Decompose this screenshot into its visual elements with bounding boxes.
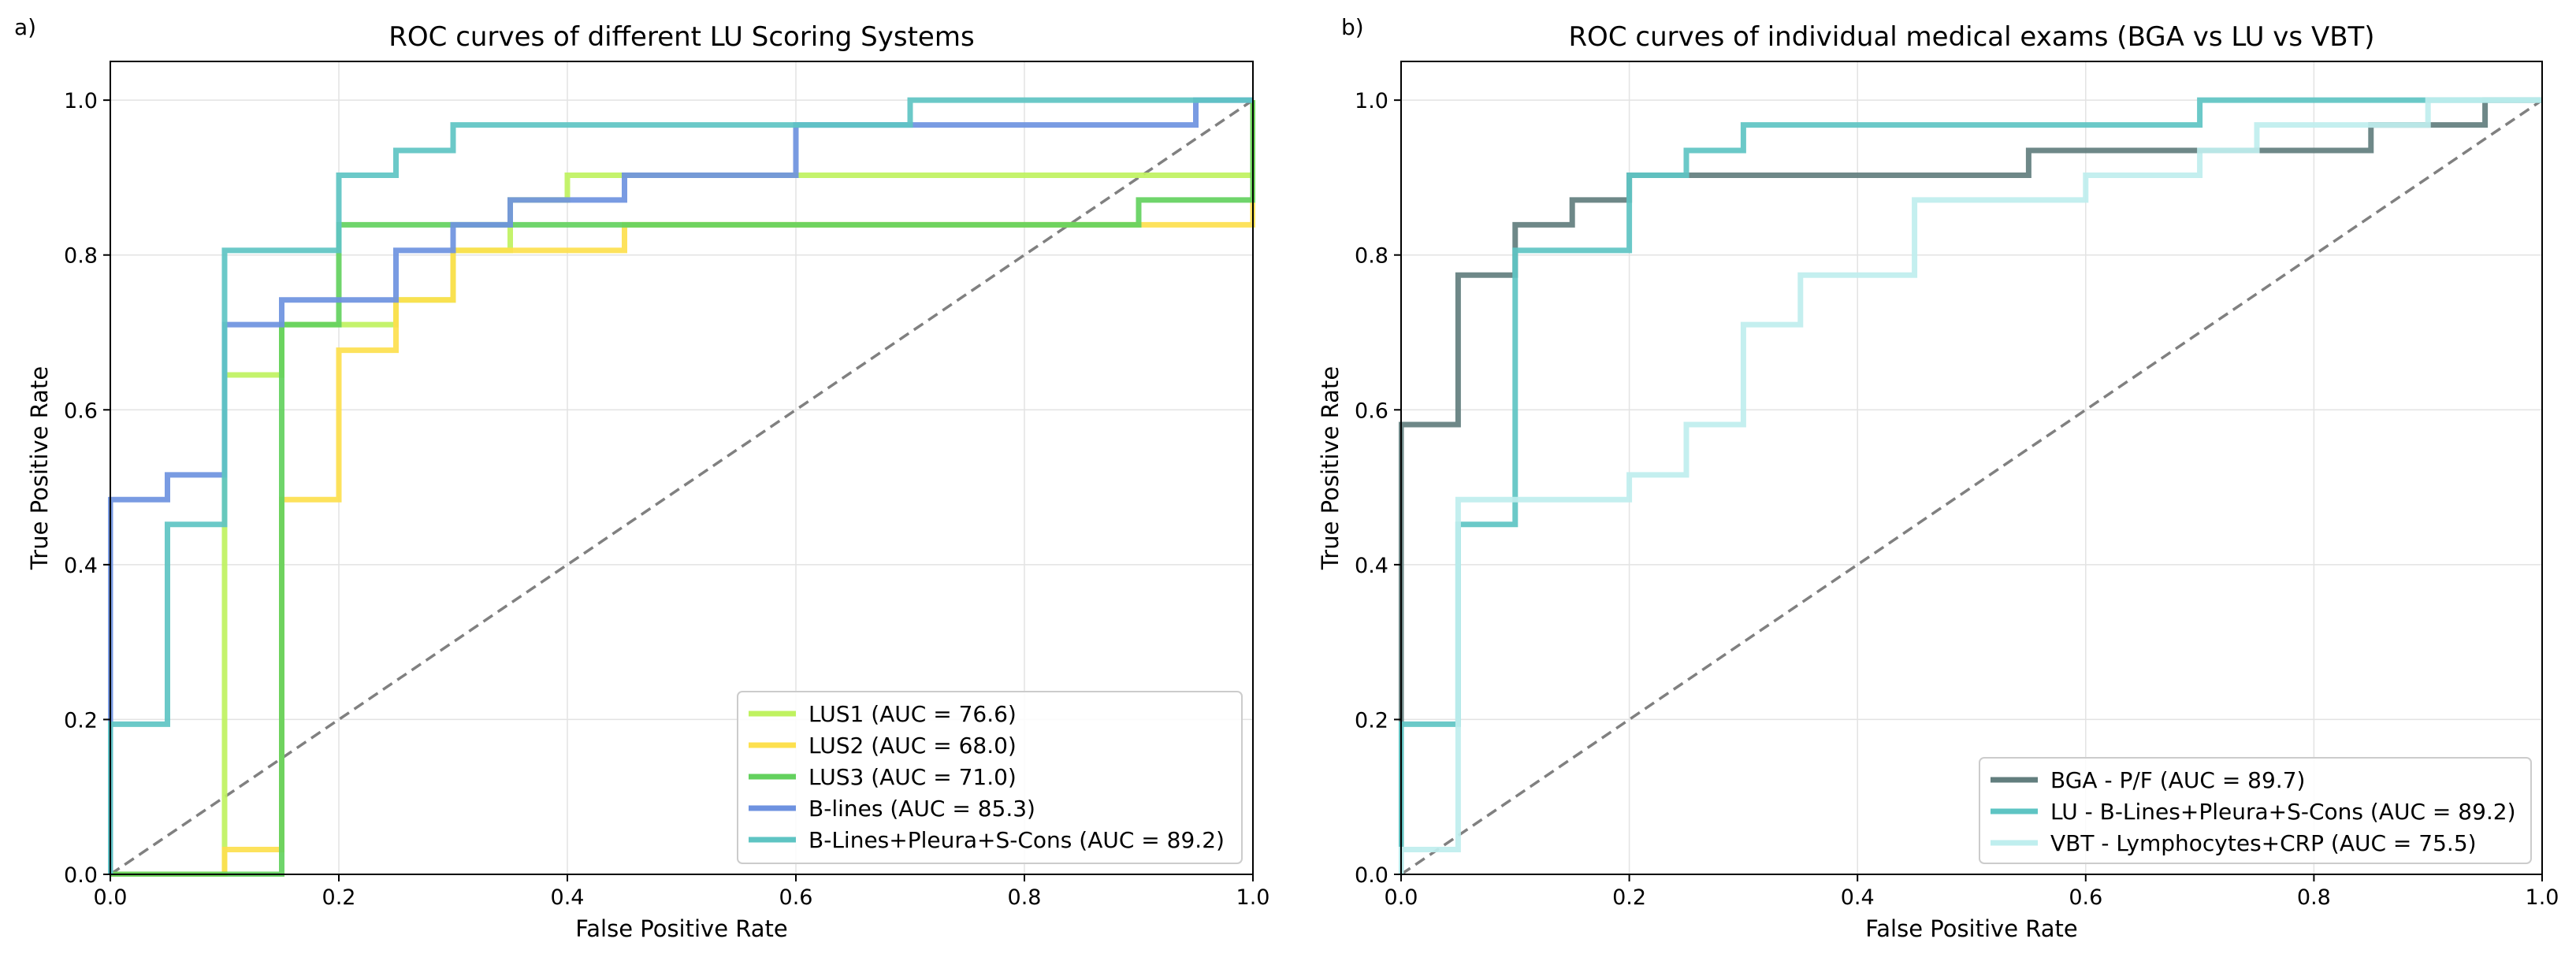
series-line-1 — [110, 100, 1255, 877]
panel-label: b) — [1341, 14, 1364, 40]
y-tick-label: 0.6 — [1355, 399, 1388, 423]
x-tick-label: 0.8 — [1008, 885, 1042, 910]
y-tick-label: 1.0 — [1355, 89, 1388, 113]
legend-label-0: LUS1 (AUC = 76.6) — [808, 701, 1017, 727]
x-tick-label: 0.2 — [1612, 885, 1646, 910]
chart-title: ROC curves of different LU Scoring Syste… — [388, 21, 974, 53]
x-tick-label: 0.0 — [1385, 885, 1418, 910]
y-tick-label: 0.0 — [64, 863, 98, 888]
x-tick-label: 1.0 — [1236, 885, 1270, 910]
y-tick-label: 1.0 — [64, 89, 98, 113]
y-tick-label: 0.8 — [1355, 244, 1388, 269]
y-tick-label: 0.8 — [64, 244, 98, 269]
legend-box — [737, 691, 1243, 864]
chart-title: ROC curves of individual medical exams (… — [1568, 21, 2374, 53]
y-tick-label: 0.0 — [1355, 863, 1388, 888]
legend-label-1: LUS2 (AUC = 68.0) — [808, 733, 1017, 759]
legend-label-4: B-Lines+Pleura+S-Cons (AUC = 89.2) — [808, 827, 1225, 853]
x-axis-label: False Positive Rate — [575, 915, 788, 942]
legend-label-0: BGA - P/F (AUC = 89.7) — [2050, 767, 2305, 793]
legend: LUS1 (AUC = 76.6) LUS2 (AUC = 68.0) LUS3 (… — [737, 691, 1243, 864]
x-tick-label: 0.2 — [322, 885, 356, 910]
legend-label-2: VBT - Lymphocytes+CRP (AUC = 75.5) — [2050, 830, 2477, 856]
series-line-2 — [1399, 97, 2542, 874]
diagonal-reference-line — [1400, 98, 2543, 876]
x-tick-label: 1.0 — [2526, 885, 2559, 910]
x-tick-label: 0.6 — [2069, 885, 2102, 910]
axes-frame — [1400, 61, 2543, 875]
x-tick-label: 0.6 — [779, 885, 813, 910]
x-tick-label: 0.0 — [94, 885, 128, 910]
y-tick-label: 0.6 — [64, 399, 98, 423]
x-tick-label: 0.4 — [1841, 885, 1875, 910]
y-tick-label: 0.4 — [1355, 554, 1388, 578]
legend-label-2: LUS3 (AUC = 71.0) — [808, 764, 1017, 790]
y-tick-label: 0.2 — [1355, 708, 1388, 733]
x-axis-label: False Positive Rate — [1865, 915, 2078, 942]
panel-label: a) — [14, 14, 36, 40]
y-tick-label: 0.2 — [64, 708, 98, 733]
series-line-4 — [108, 97, 1253, 874]
series-line-3 — [108, 97, 1253, 874]
axes-frame — [110, 61, 1254, 875]
x-tick-label: 0.4 — [551, 885, 585, 910]
panel-a: a) ROC curves of different LU Scoring Sys… — [14, 14, 1269, 942]
y-axis-label: True Positive Rate — [26, 366, 53, 570]
legend: BGA - P/F (AUC = 89.7) LU - B-Lines+Pleur… — [1979, 757, 2532, 864]
y-tick-label: 0.4 — [64, 554, 98, 578]
legend-box — [1979, 757, 2532, 864]
diagonal-reference-line — [110, 98, 1254, 876]
legend-label-3: B-lines (AUC = 85.3) — [808, 796, 1035, 822]
y-axis-label: True Positive Rate — [1317, 366, 1344, 570]
legend-label-1: LU - B-Lines+Pleura+S-Cons (AUC = 89.2) — [2050, 799, 2516, 825]
x-tick-label: 0.8 — [2297, 885, 2331, 910]
panel-b: b) ROC curves of individual medical exams… — [1317, 14, 2559, 942]
